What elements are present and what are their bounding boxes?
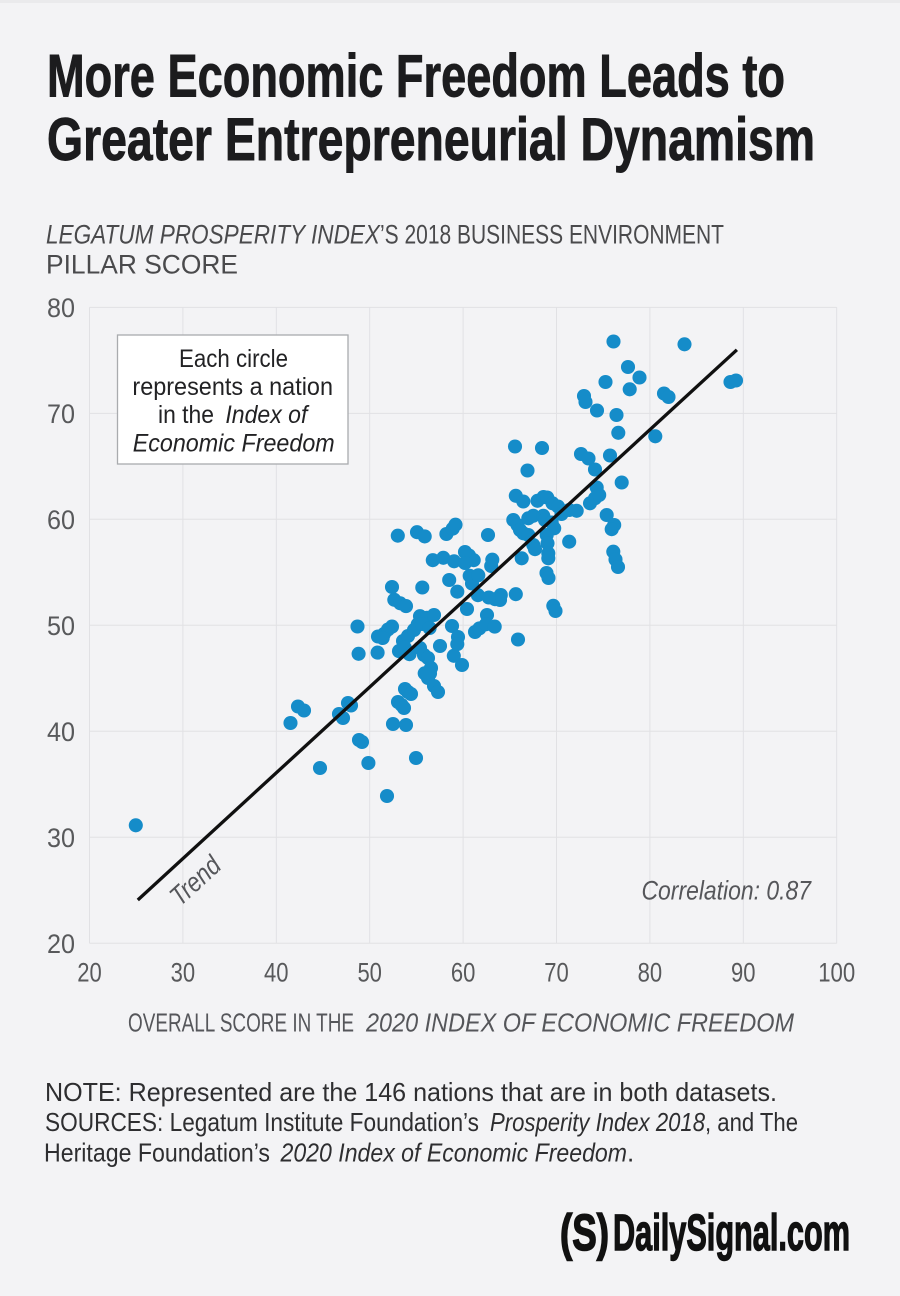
svg-text:More Economic Freedom Leads to: More Economic Freedom Leads to: [47, 43, 785, 110]
svg-text:2020 INDEX OF ECONOMIC FREEDOM: 2020 INDEX OF ECONOMIC FREEDOM: [365, 1008, 794, 1038]
svg-text:in the: in the: [158, 401, 214, 429]
svg-text:70: 70: [544, 958, 569, 988]
svg-text:60: 60: [47, 505, 75, 535]
svg-text:100: 100: [818, 958, 855, 988]
svg-text:40: 40: [264, 958, 289, 988]
svg-text:2020 Index of Economic Freedom: 2020 Index of Economic Freedom: [280, 1138, 627, 1168]
svg-text:Index of: Index of: [225, 401, 310, 429]
svg-text:DailySignal.com: DailySignal.com: [613, 1204, 850, 1261]
svg-text:SOURCES: Legatum Institute Fou: SOURCES: Legatum Institute Foundation’s: [45, 1107, 479, 1137]
svg-text:Heritage Foundation’s: Heritage Foundation’s: [44, 1138, 270, 1168]
svg-text:(S): (S): [560, 1204, 609, 1261]
svg-text:represents a nation: represents a nation: [132, 373, 333, 401]
svg-text:Economic Freedom: Economic Freedom: [133, 429, 335, 457]
svg-text:30: 30: [171, 958, 196, 988]
svg-text:40: 40: [47, 717, 75, 747]
svg-text:80: 80: [638, 958, 663, 988]
svg-text:OVERALL SCORE IN THE: OVERALL SCORE IN THE: [128, 1008, 354, 1038]
svg-text:80: 80: [47, 293, 75, 323]
svg-text:Prosperity Index 2018: Prosperity Index 2018: [490, 1107, 705, 1137]
svg-text:50: 50: [47, 611, 75, 641]
svg-text:70: 70: [47, 399, 75, 429]
svg-text:, and The: , and The: [705, 1107, 798, 1137]
svg-text:50: 50: [357, 958, 382, 988]
svg-text:Greater Entrepreneurial Dynami: Greater Entrepreneurial Dynamism: [47, 106, 815, 173]
svg-text:NOTE: Represented are the 146: NOTE: Represented are the 146 nations th…: [45, 1077, 777, 1107]
svg-text:PILLAR SCORE: PILLAR SCORE: [46, 250, 238, 280]
svg-text:30: 30: [47, 823, 75, 853]
svg-text:60: 60: [451, 958, 476, 988]
svg-text:Correlation: 0.87: Correlation: 0.87: [642, 876, 812, 906]
svg-text:.: .: [627, 1138, 634, 1168]
svg-text:90: 90: [731, 958, 756, 988]
svg-text:Each circle: Each circle: [179, 345, 288, 373]
svg-text:’S 2018 BUSINESS ENVIRONMENT: ’S 2018 BUSINESS ENVIRONMENT: [380, 220, 724, 250]
svg-text:20: 20: [47, 929, 75, 959]
svg-text:LEGATUM PROSPERITY INDEX: LEGATUM PROSPERITY INDEX: [46, 220, 381, 250]
svg-text:20: 20: [77, 958, 102, 988]
